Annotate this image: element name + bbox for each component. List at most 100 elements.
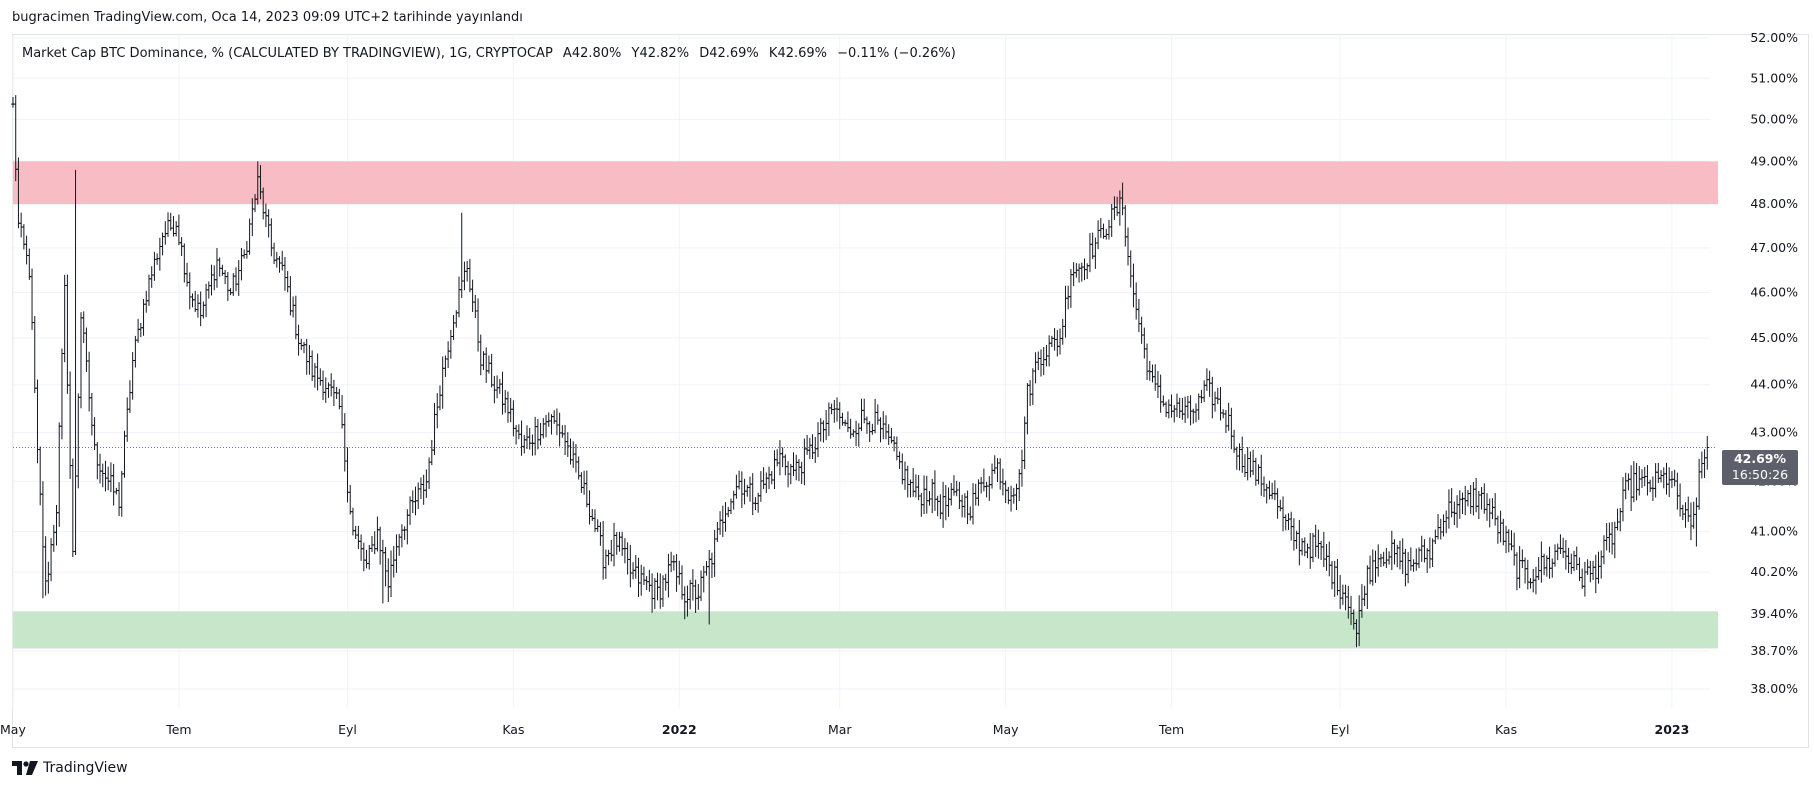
- ohlc-bar: [1134, 282, 1139, 320]
- ohlc-bar: [726, 506, 731, 518]
- ohlc-bar: [747, 476, 752, 502]
- ohlc-bar: [731, 490, 736, 510]
- ohlc-bar: [516, 424, 521, 440]
- ohlc-bar: [856, 423, 861, 447]
- ohlc-bar: [220, 264, 225, 276]
- ohlc-bar: [293, 295, 298, 340]
- ohlc-bar: [1397, 540, 1402, 570]
- grid-lines: [12, 36, 1710, 708]
- ohlc-bar: [505, 391, 510, 423]
- ohlc-bar: [1387, 551, 1392, 565]
- ohlc-bar: [1218, 387, 1223, 421]
- ohlc-bar: [715, 522, 720, 542]
- ohlc-bar: [590, 508, 595, 521]
- x-tick-label: 2023: [1655, 722, 1690, 737]
- ohlc-bar: [1313, 524, 1318, 558]
- ohlc-bar: [1490, 498, 1495, 520]
- ohlc-bar: [375, 516, 380, 552]
- ohlc-bar: [386, 558, 391, 603]
- y-tick-label: 46.00%: [1750, 284, 1798, 299]
- ohlc-bar: [1403, 548, 1408, 587]
- ohlc-bar: [1259, 454, 1264, 496]
- ohlc-bar: [244, 240, 249, 259]
- y-tick-label: 39.40%: [1750, 606, 1798, 621]
- ohlc-bar: [108, 462, 113, 493]
- ohlc-bar: [234, 267, 239, 292]
- ohlc-bar: [1555, 543, 1560, 561]
- ohlc-bar: [190, 293, 195, 308]
- ohlc-bar: [935, 495, 940, 517]
- ohlc-bar: [503, 390, 508, 413]
- ohlc-bar: [1291, 518, 1296, 551]
- ohlc-bar: [984, 481, 989, 498]
- ohlc-bar: [723, 502, 728, 532]
- ohlc-bar: [448, 329, 453, 359]
- ohlc-bar: [1474, 478, 1479, 513]
- ohlc-bar: [451, 314, 456, 341]
- ohlc-bar: [1261, 476, 1266, 498]
- ohlc-bar: [859, 398, 864, 432]
- ohlc-bar: [40, 481, 45, 599]
- ohlc-bar: [1207, 370, 1212, 397]
- ohlc-bar: [484, 347, 489, 383]
- ohlc-bar: [796, 459, 801, 482]
- ohlc-bar: [807, 437, 812, 459]
- ohlc-bar: [405, 509, 410, 545]
- ohlc-bar: [1286, 513, 1291, 530]
- ohlc-bar: [845, 411, 850, 433]
- ohlc-bar: [1572, 550, 1577, 572]
- tradingview-logo-icon: [12, 761, 38, 775]
- ohlc-bar: [217, 257, 222, 277]
- ohlc-bar: [530, 434, 535, 456]
- y-tick-label: 52.00%: [1750, 30, 1798, 45]
- ohlc-bar: [1058, 328, 1063, 355]
- ohlc-bar: [886, 424, 891, 445]
- ohlc-bar: [73, 169, 78, 556]
- publisher-line: bugracimen TradingView.com, Oca 14, 2023…: [12, 10, 523, 25]
- ohlc-bar: [658, 573, 663, 609]
- ohlc-bar: [1327, 541, 1332, 577]
- ohlc-bar: [1022, 416, 1027, 469]
- ohlc-bar: [114, 487, 119, 495]
- ohlc-bar: [470, 279, 475, 313]
- ohlc-bar: [1389, 530, 1394, 571]
- ohlc-bar: [206, 281, 211, 299]
- ohlc-bar: [1446, 489, 1451, 529]
- ohlc-bar: [1153, 364, 1158, 391]
- ohlc-bar: [701, 565, 706, 593]
- y-tick-label: 38.00%: [1750, 681, 1798, 696]
- ohlc-bar: [1196, 393, 1201, 420]
- ohlc-bar: [870, 423, 875, 435]
- x-tick-label: Eyl: [338, 722, 357, 737]
- ohlc-bar: [1093, 237, 1098, 269]
- ohlc-bar: [1661, 467, 1666, 489]
- ohlc-bar: [1316, 529, 1321, 559]
- ohlc-bar: [160, 232, 165, 256]
- y-tick-label: 40.20%: [1750, 564, 1798, 579]
- ohlc-bar: [1123, 205, 1128, 247]
- ohlc-bar: [1536, 556, 1541, 580]
- ohlc-bar: [1705, 435, 1710, 470]
- ohlc-bar: [1087, 233, 1092, 273]
- ohlc-bar: [527, 427, 532, 450]
- ohlc-bar: [182, 243, 187, 283]
- ohlc-bar: [1368, 555, 1373, 585]
- ohlc-bar: [1697, 458, 1702, 510]
- ohlc-bar: [1493, 493, 1498, 526]
- ohlc-bar: [1514, 552, 1519, 591]
- ohlc-bar: [1272, 480, 1277, 501]
- ohlc-bar: [225, 271, 230, 301]
- ohlc-bar: [495, 375, 500, 399]
- ohlc-bar: [1640, 469, 1645, 488]
- ohlc-bar: [1025, 382, 1030, 435]
- ohlc-bar: [1362, 585, 1367, 607]
- ohlc-bar: [1680, 504, 1685, 521]
- x-tick-label: Tem: [165, 722, 191, 737]
- footer-brand: TradingView: [43, 760, 128, 776]
- ohlc-bar: [522, 434, 527, 454]
- ohlc-bar: [699, 570, 704, 602]
- ohlc-bar: [794, 454, 799, 481]
- footer[interactable]: TradingView: [12, 760, 128, 776]
- ohlc-bar: [1675, 472, 1680, 510]
